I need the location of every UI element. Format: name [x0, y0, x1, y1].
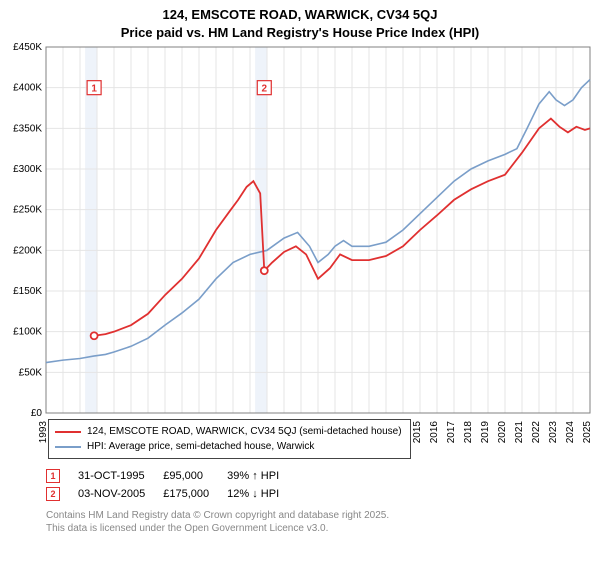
line-chart-svg: £0 £50K £100K £150K £200K £250K £300K £350K £400… [0, 41, 600, 461]
footer-line-1: Contains HM Land Registry data © Crown c… [46, 510, 389, 521]
svg-text:£150K: £150K [13, 286, 42, 297]
svg-text:2025: 2025 [582, 421, 593, 444]
svg-text:1: 1 [91, 84, 97, 95]
svg-text:2019: 2019 [480, 421, 491, 444]
event-price: £175,000 [163, 485, 227, 503]
svg-text:2022: 2022 [531, 421, 542, 444]
event-delta: 39% ↑ HPI [227, 467, 297, 485]
chart-title: 124, EMSCOTE ROAD, WARWICK, CV34 5QJ Pri… [0, 6, 600, 41]
svg-text:2015: 2015 [412, 421, 423, 444]
legend-label: HPI: Average price, semi-detached house,… [87, 439, 314, 454]
chart-legend: 124, EMSCOTE ROAD, WARWICK, CV34 5QJ (se… [48, 419, 411, 459]
event-row: 2 03-NOV-2005£175,00012% ↓ HPI [46, 485, 297, 503]
svg-text:2023: 2023 [548, 421, 559, 444]
svg-text:£200K: £200K [13, 245, 42, 256]
svg-text:£250K: £250K [13, 205, 42, 216]
title-line-2: Price paid vs. HM Land Registry's House … [121, 25, 480, 40]
svg-text:£300K: £300K [13, 164, 42, 175]
attribution-footer: Contains HM Land Registry data © Crown c… [46, 509, 600, 535]
footer-line-2: This data is licensed under the Open Gov… [46, 523, 328, 534]
svg-text:£400K: £400K [13, 83, 42, 94]
event-marker: 2 [46, 487, 60, 501]
title-line-1: 124, EMSCOTE ROAD, WARWICK, CV34 5QJ [163, 7, 438, 22]
svg-text:£450K: £450K [13, 42, 42, 53]
chart-area: £0 £50K £100K £150K £200K £250K £300K £350K £400… [0, 41, 600, 461]
svg-text:2021: 2021 [514, 421, 525, 444]
event-price: £95,000 [163, 467, 227, 485]
legend-item: HPI: Average price, semi-detached house,… [55, 439, 402, 454]
legend-label: 124, EMSCOTE ROAD, WARWICK, CV34 5QJ (se… [87, 424, 402, 439]
event-marker: 1 [46, 469, 60, 483]
svg-text:£350K: £350K [13, 123, 42, 134]
svg-text:£50K: £50K [19, 367, 43, 378]
event-row: 1 31-OCT-1995£95,00039% ↑ HPI [46, 467, 297, 485]
legend-swatch [55, 431, 81, 433]
svg-text:2018: 2018 [463, 421, 474, 444]
event-date: 03-NOV-2005 [78, 485, 163, 503]
svg-text:2: 2 [261, 84, 267, 95]
svg-text:2016: 2016 [429, 421, 440, 444]
legend-item: 124, EMSCOTE ROAD, WARWICK, CV34 5QJ (se… [55, 424, 402, 439]
event-table: 1 31-OCT-1995£95,00039% ↑ HPI 2 03-NOV-2005… [46, 467, 600, 503]
svg-text:£100K: £100K [13, 327, 42, 338]
event-date: 31-OCT-1995 [78, 467, 163, 485]
event-delta: 12% ↓ HPI [227, 485, 297, 503]
svg-text:2020: 2020 [497, 421, 508, 444]
svg-text:£0: £0 [31, 408, 43, 419]
legend-swatch [55, 446, 81, 448]
svg-text:2017: 2017 [446, 421, 457, 444]
svg-text:2024: 2024 [565, 421, 576, 444]
